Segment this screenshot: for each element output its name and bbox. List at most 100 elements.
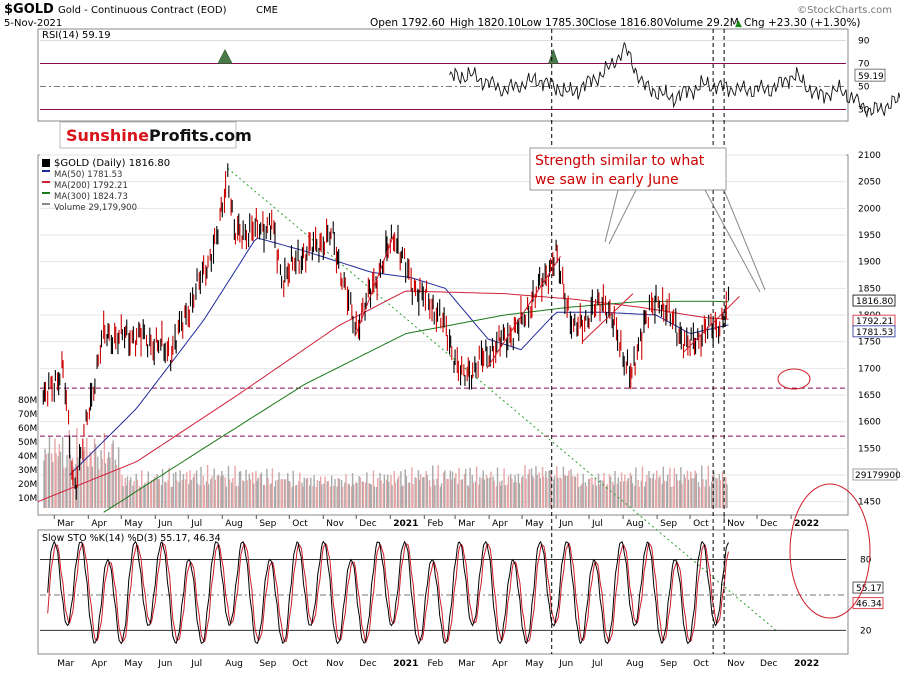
volume-bar	[649, 477, 651, 508]
volume-bar	[295, 485, 298, 508]
volume-bar	[719, 480, 722, 508]
volume-bar	[264, 484, 266, 508]
volume-bar	[89, 451, 91, 508]
x-tick-label: Apr	[91, 519, 107, 529]
volume-bar	[68, 430, 70, 508]
x-tick-label: Jul	[190, 519, 202, 529]
volume-bar	[136, 479, 139, 508]
x-tick-label-bottom: Sep	[259, 659, 276, 669]
volume-bar	[370, 484, 372, 508]
volume-bar	[281, 479, 283, 508]
close-value: Close 1816.80	[588, 17, 663, 29]
volume-bar	[246, 480, 248, 508]
volume-bar	[641, 466, 644, 508]
sto-k-label: 55.17	[856, 584, 882, 594]
annotation-callout-left-b	[608, 189, 637, 245]
price-tick-label: 1750	[858, 338, 881, 348]
volume-bar	[686, 470, 689, 508]
price-tick-label: 1850	[858, 284, 881, 294]
trend-support-line	[683, 295, 740, 353]
volume-bar	[57, 456, 59, 508]
volume-bar	[299, 472, 301, 508]
volume-bar	[701, 465, 703, 508]
x-tick-label-bottom: 2022	[794, 659, 819, 669]
volume-tick-label: 40M	[18, 452, 37, 462]
volume-bar	[205, 481, 208, 508]
volume-bar	[538, 472, 540, 508]
volume-bar	[214, 479, 216, 508]
volume-bar	[458, 467, 460, 508]
volume-bar	[708, 486, 711, 508]
volume-bar	[591, 477, 593, 508]
volume-bar	[292, 470, 294, 508]
x-tick-label-bottom: Jun	[558, 659, 573, 669]
volume-tick-label: 70M	[18, 410, 37, 420]
volume-bar	[158, 479, 160, 508]
volume-bar	[676, 480, 679, 508]
volume-bar	[373, 486, 376, 508]
volume-bar	[359, 477, 361, 508]
volume-bar	[385, 479, 388, 508]
volume-bar	[338, 478, 341, 508]
volume-bar	[195, 470, 198, 508]
volume-bar	[630, 475, 633, 508]
x-tick-label-bottom: Nov	[727, 659, 745, 669]
volume-bar	[627, 477, 629, 508]
volume-bar	[147, 471, 150, 508]
volume-bar	[235, 486, 237, 508]
volume-bar	[368, 483, 370, 508]
volume-bar	[93, 438, 96, 508]
volume-bar	[691, 478, 693, 508]
volume-bar	[189, 470, 191, 508]
volume-bar	[323, 483, 325, 508]
volume-bar	[361, 481, 364, 508]
volume-bar	[405, 475, 408, 508]
volume-bar	[396, 479, 399, 508]
x-tick-label: Aug	[225, 519, 243, 529]
volume-bar	[138, 486, 141, 508]
volume-bar	[614, 471, 616, 508]
volume-bar	[414, 477, 416, 508]
volume-bar	[659, 475, 661, 508]
legend-label: Volume 29,179,900	[54, 203, 137, 213]
volume-bar	[608, 474, 611, 508]
rsi-line	[449, 41, 900, 119]
volume-bar	[377, 478, 379, 508]
volume-bar	[274, 480, 277, 508]
volume-bar	[665, 481, 668, 508]
x-tick-label: Oct	[693, 519, 709, 529]
volume-value-label: 29179900	[855, 471, 900, 481]
volume-bar	[193, 473, 196, 508]
volume-bar	[379, 473, 381, 508]
volume-bar	[492, 476, 494, 508]
volume-bar	[225, 486, 227, 508]
trend-support-line	[354, 232, 396, 337]
volume-bar	[320, 476, 322, 508]
volume-bar	[645, 481, 647, 508]
volume-bar	[242, 480, 244, 508]
volume-bar	[527, 474, 529, 508]
volume-bar	[165, 482, 167, 508]
volume-bar	[130, 477, 132, 508]
volume-bar	[114, 459, 117, 508]
legend-label: MA(300) 1824.73	[54, 192, 128, 202]
x-tick-label: May	[124, 519, 143, 529]
volume-bar	[613, 485, 615, 508]
volume-bar	[463, 473, 466, 508]
price-value-label: 1816.80	[856, 297, 893, 307]
highlight-ellipse-large	[789, 483, 871, 619]
volume-bar	[469, 467, 471, 508]
volume-bar	[606, 484, 609, 508]
volume-bar	[170, 486, 173, 508]
high-value: High 1820.10	[450, 17, 521, 29]
trend-support-line	[486, 256, 561, 369]
volume-bar	[324, 476, 326, 508]
volume-bar	[54, 438, 56, 508]
x-tick-label: Feb	[427, 519, 443, 529]
volume-bar	[345, 474, 347, 508]
volume-bar	[450, 479, 453, 508]
x-tick-label-bottom: Aug	[626, 659, 644, 669]
x-tick-label: May	[525, 519, 544, 529]
low-value: Low 1785.30	[521, 17, 588, 29]
